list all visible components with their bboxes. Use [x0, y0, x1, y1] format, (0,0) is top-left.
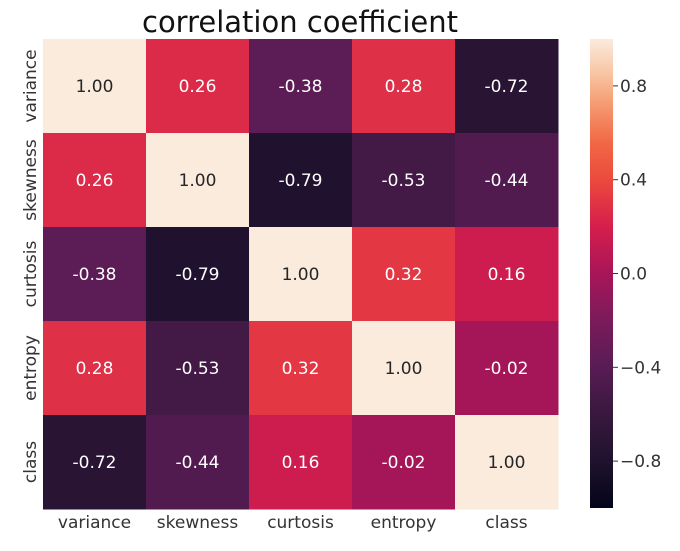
- colorbar-tick-label: 0.8: [620, 77, 647, 97]
- heatmap-cell: [249, 133, 353, 228]
- cell-value-label: 0.16: [282, 453, 320, 473]
- cell-value-label: 0.28: [76, 359, 114, 379]
- heatmap-cell: [249, 415, 353, 510]
- cell-value-label: 0.16: [488, 265, 526, 285]
- cell-value-label: -0.53: [176, 359, 220, 379]
- heatmap-cell: [146, 321, 250, 416]
- cell-value-label: 1.00: [488, 453, 526, 473]
- cell-value-label: -0.38: [73, 265, 117, 285]
- x-tick-label: entropy: [371, 513, 437, 533]
- cell-value-label: 0.32: [282, 359, 320, 379]
- cell-value-label: -0.79: [176, 265, 220, 285]
- cell-value-label: 1.00: [282, 265, 320, 285]
- heatmap-cell: [455, 227, 559, 322]
- x-tick-label: curtosis: [267, 513, 334, 533]
- cell-value-label: -0.38: [279, 77, 323, 97]
- cell-value-label: -0.53: [382, 171, 426, 191]
- heatmap-cell: [455, 133, 559, 228]
- heatmap-cell: [249, 227, 353, 322]
- cell-value-label: -0.44: [176, 453, 220, 473]
- heatmap-cell: [146, 39, 250, 134]
- colorbar: 0.8 0.4 0.0 −0.4 −0.8: [590, 39, 661, 508]
- y-tick-label: class: [21, 441, 41, 483]
- y-tick-label: entropy: [21, 335, 41, 401]
- cell-value-label: 0.32: [385, 265, 423, 285]
- cell-value-label: 1.00: [179, 171, 217, 191]
- cell-value-label: -0.79: [279, 171, 323, 191]
- cell-value-label: 1.00: [385, 359, 423, 379]
- y-tick-label: skewness: [21, 139, 41, 221]
- heatmap-cell: [43, 321, 147, 416]
- heatmap-cell: [43, 133, 147, 228]
- cell-value-label: 0.26: [76, 171, 114, 191]
- heatmap-cell: [455, 39, 559, 134]
- x-tick-label: variance: [58, 513, 131, 533]
- cell-value-label: 1.00: [76, 77, 114, 97]
- y-tick-label: curtosis: [21, 241, 41, 308]
- cell-value-label: -0.44: [485, 171, 529, 191]
- heatmap-cell: [455, 415, 559, 510]
- heatmap-cell: [43, 415, 147, 510]
- heatmap-cell: [146, 227, 250, 322]
- heatmap-cell: [146, 415, 250, 510]
- colorbar-tick-label: −0.4: [620, 358, 661, 378]
- heatmap-cell: [249, 321, 353, 416]
- cell-value-label: 0.28: [385, 77, 423, 97]
- heatmap-cells: 1.00 0.26 -0.38 0.28 -0.72 0.26 1.00 -0.79 -0.53…: [43, 39, 559, 510]
- cell-value-label: -0.02: [382, 453, 426, 473]
- colorbar-gradient: [590, 39, 613, 508]
- y-axis-labels: variance skewness curtosis entropy class: [21, 49, 41, 483]
- heatmap-cell: [43, 39, 147, 134]
- x-tick-label: class: [485, 513, 527, 533]
- x-axis-labels: variance skewness curtosis entropy class: [58, 513, 528, 533]
- heatmap-cell: [352, 39, 456, 134]
- cell-value-label: 0.26: [179, 77, 217, 97]
- cell-value-label: -0.72: [485, 77, 529, 97]
- colorbar-tick-label: −0.8: [620, 452, 661, 472]
- heatmap-cell: [352, 133, 456, 228]
- chart-title: correlation coefficient: [142, 5, 458, 39]
- cell-value-label: -0.72: [73, 453, 117, 473]
- heatmap-cell: [249, 39, 353, 134]
- heatmap-cell: [455, 321, 559, 416]
- heatmap-cell: [352, 227, 456, 322]
- heatmap-cell: [352, 321, 456, 416]
- cell-value-label: -0.02: [485, 359, 529, 379]
- x-tick-label: skewness: [157, 513, 239, 533]
- heatmap-cell: [43, 227, 147, 322]
- colorbar-tick-label: 0.4: [620, 171, 647, 191]
- heatmap-cell: [146, 133, 250, 228]
- y-tick-label: variance: [21, 49, 41, 122]
- colorbar-tick-label: 0.0: [620, 265, 647, 285]
- heatmap-cell: [352, 415, 456, 510]
